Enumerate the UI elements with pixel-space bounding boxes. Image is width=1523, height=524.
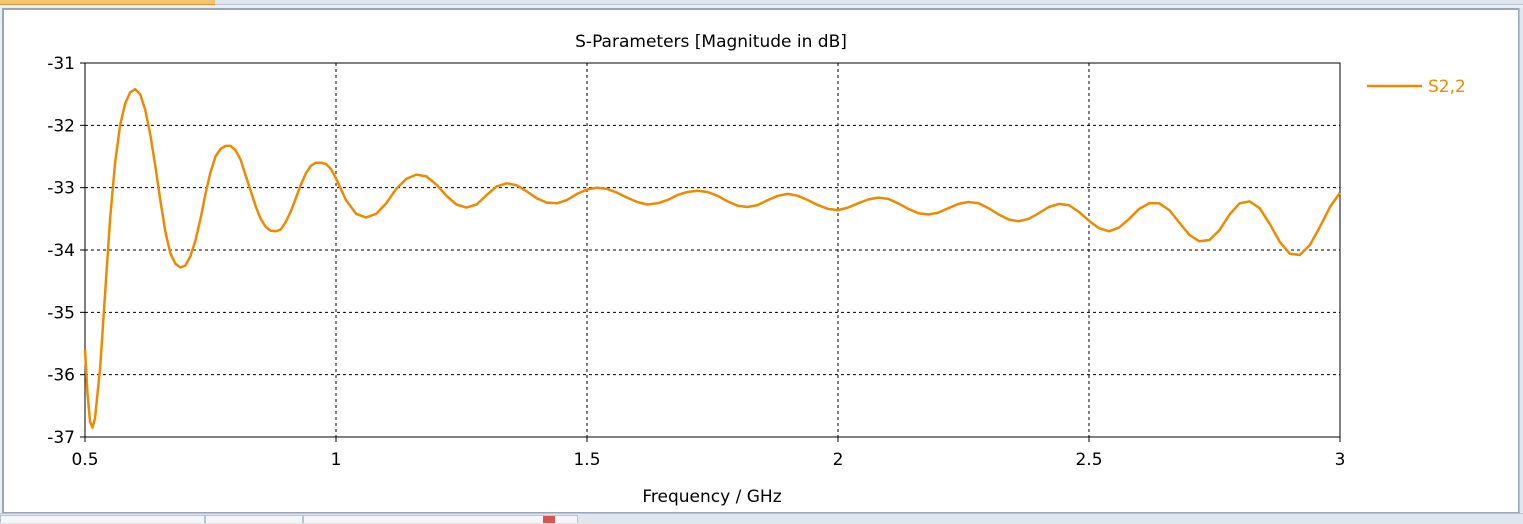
- y-tick-label-0: -31: [47, 54, 75, 74]
- y-tick-label-6: -37: [47, 428, 75, 448]
- chart-title: S-Parameters [Magnitude in dB]: [575, 32, 847, 52]
- x-tick-label-5: 3: [1335, 450, 1346, 470]
- x-axis-label: Frequency / GHz: [642, 487, 781, 507]
- bottom-tab-3[interactable]: [303, 515, 578, 523]
- x-tick-label-2: 1.5: [573, 450, 600, 470]
- y-tick-label-5: -36: [47, 366, 75, 386]
- y-tick-label-3: -34: [47, 241, 75, 261]
- bottom-tab-2[interactable]: [205, 515, 303, 523]
- x-tick-label-4: 2.5: [1075, 450, 1102, 470]
- grid-lines: [85, 63, 1340, 437]
- legend[interactable]: S2,2: [1367, 77, 1466, 97]
- bottom-tab-1[interactable]: [0, 515, 205, 523]
- result-marker-icon: [543, 516, 555, 523]
- x-axis-ticks: 0.5 1 1.5 2 2.5 3: [71, 437, 1345, 470]
- x-tick-label-3: 2: [833, 450, 844, 470]
- bottom-tab-bar: [0, 513, 1523, 524]
- vertical-scrollbar-edge[interactable]: [1519, 8, 1523, 512]
- series-layer: [83, 87, 1342, 429]
- x-tick-label-1: 1: [331, 450, 342, 470]
- y-axis-ticks: -31 -32 -33 -34 -35 -36 -37: [47, 54, 85, 448]
- x-tick-label-0: 0.5: [71, 450, 98, 470]
- y-tick-label-2: -33: [47, 179, 75, 199]
- legend-label-s22: S2,2: [1428, 77, 1466, 97]
- y-tick-label-1: -32: [47, 116, 75, 136]
- active-window-tab[interactable]: [0, 0, 215, 5]
- tab-strip: [215, 0, 1523, 5]
- y-tick-label-4: -35: [47, 303, 75, 323]
- series-line-0: [83, 87, 1342, 429]
